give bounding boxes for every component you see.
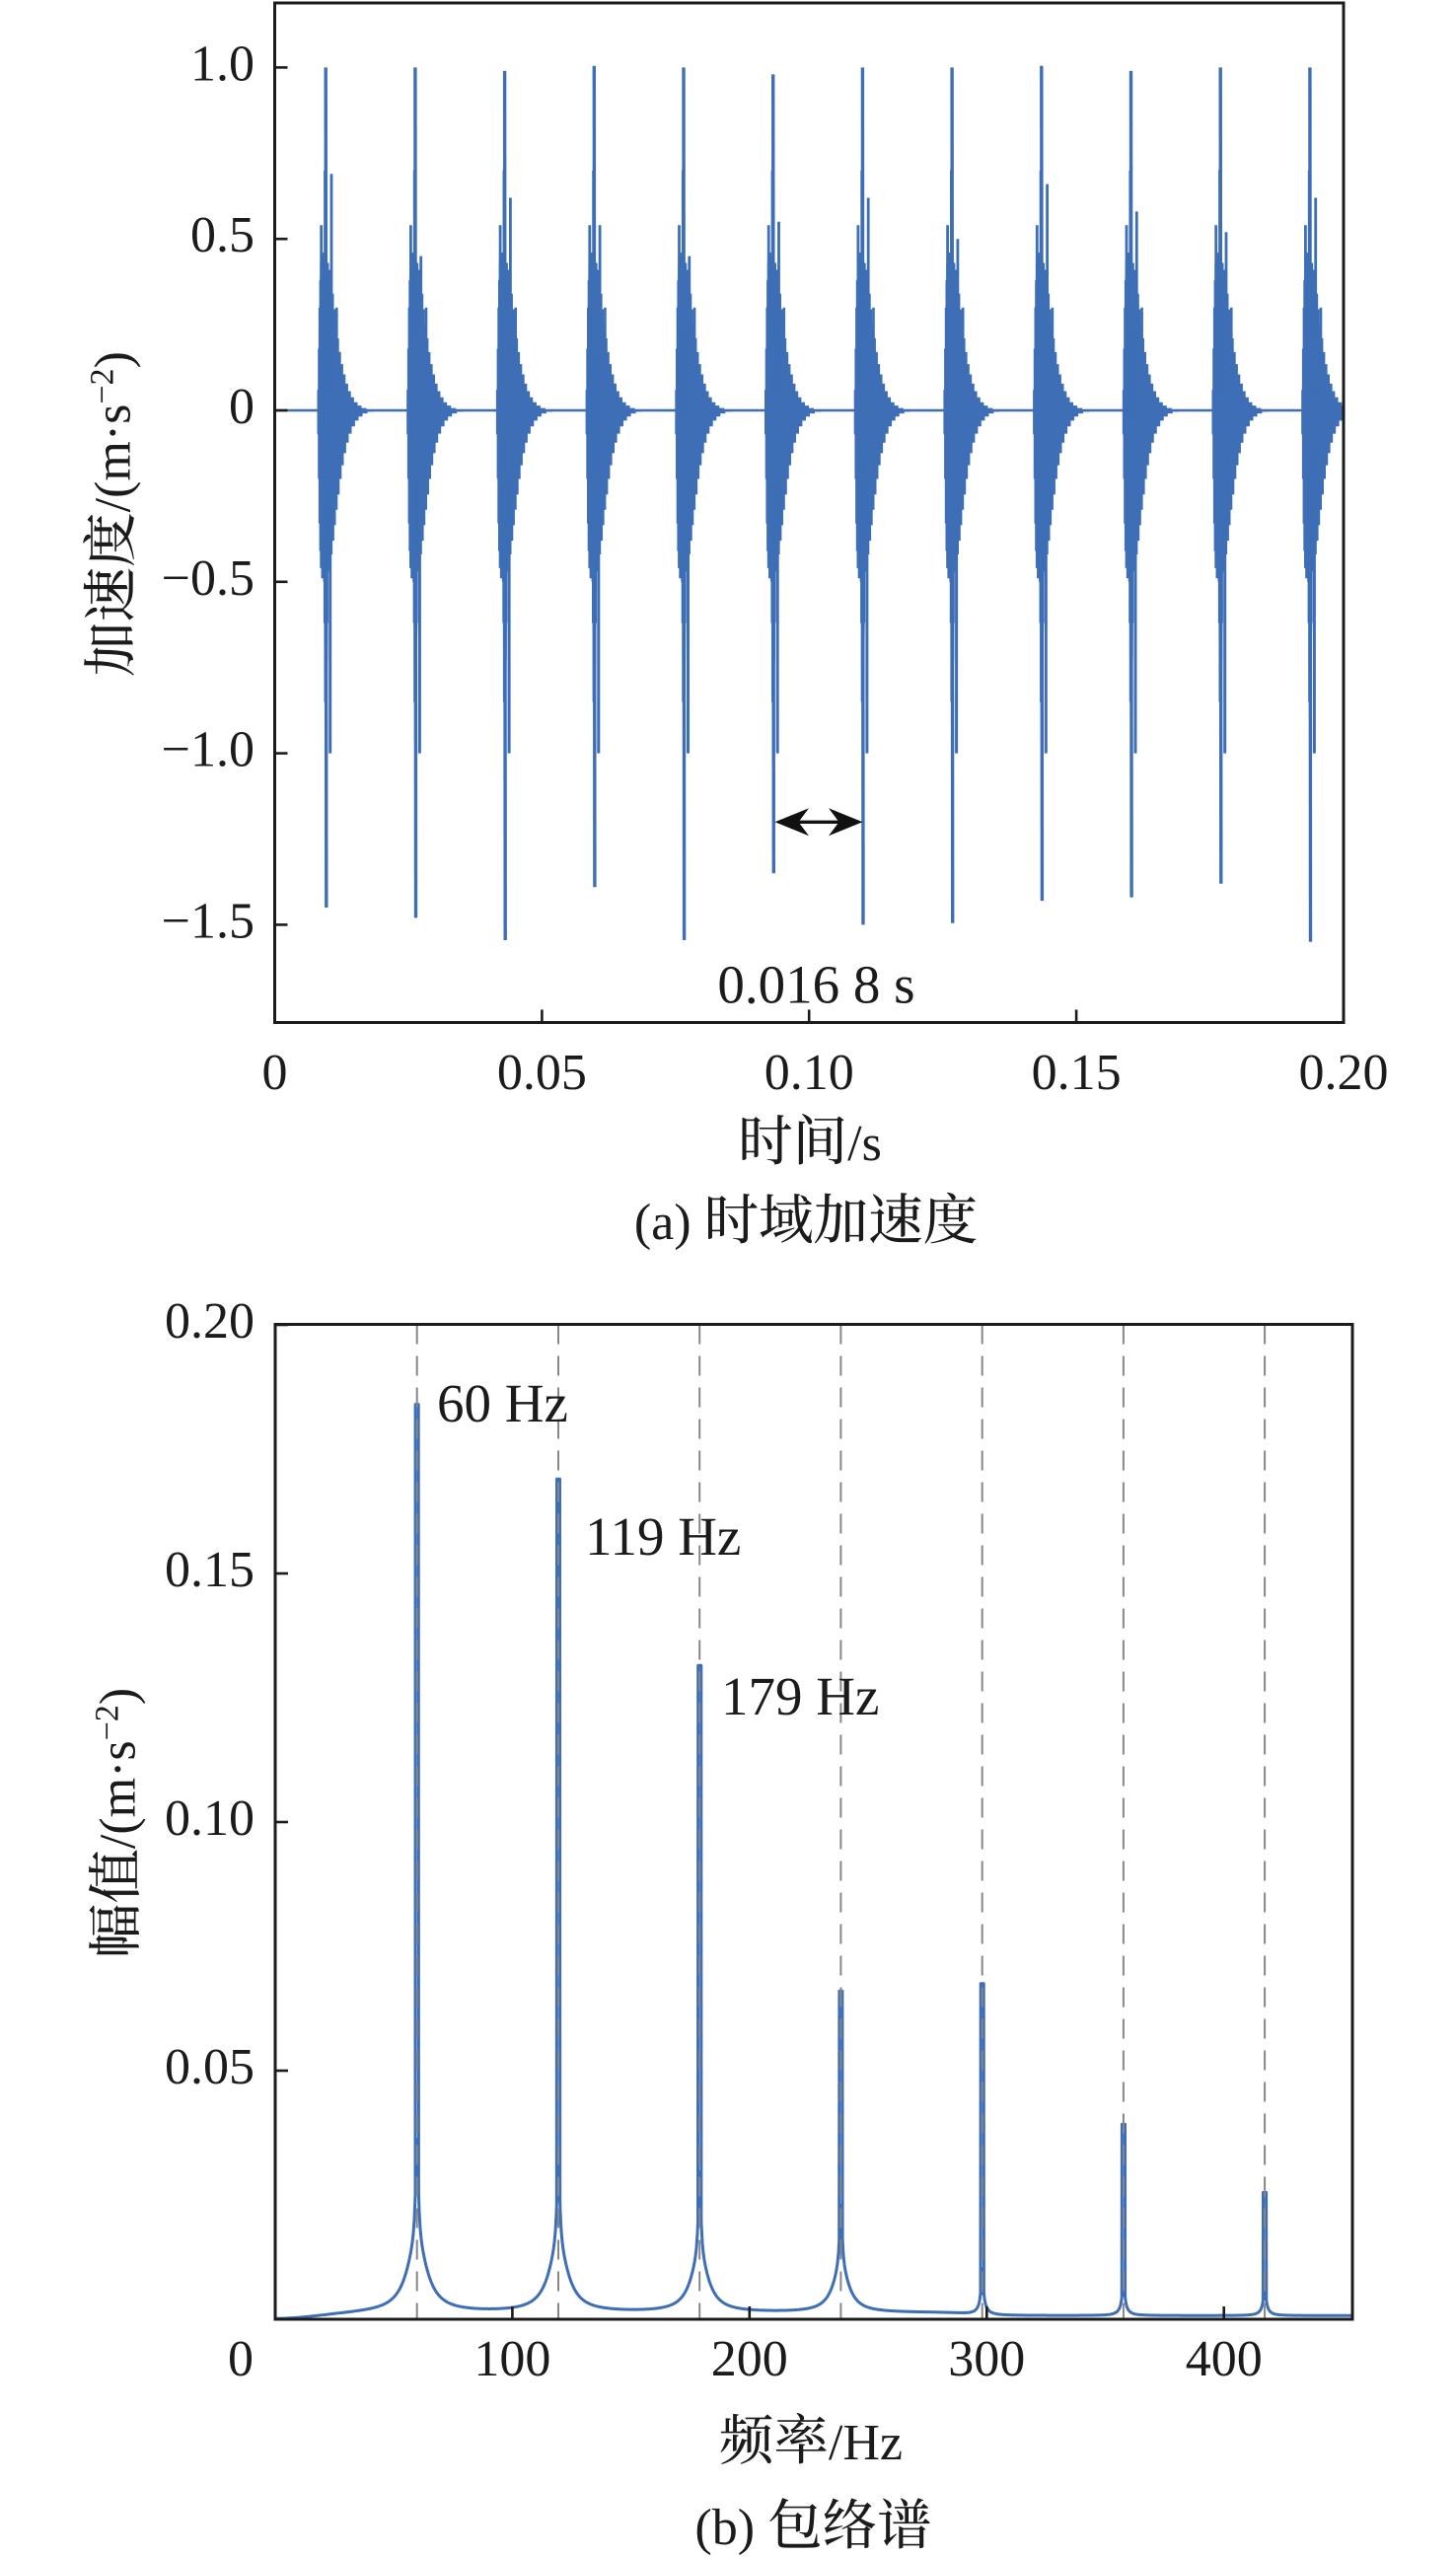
svg-text:−0.5: −0.5	[162, 550, 255, 607]
svg-text:0: 0	[229, 379, 255, 435]
svg-text:0.5: 0.5	[190, 207, 255, 263]
svg-text:0.05: 0.05	[497, 1045, 587, 1101]
svg-text:100: 100	[473, 2331, 550, 2387]
svg-text:179 Hz: 179 Hz	[721, 1666, 879, 1726]
svg-text:60 Hz: 60 Hz	[437, 1373, 568, 1433]
svg-text:0.05: 0.05	[165, 2039, 255, 2095]
svg-text:119 Hz: 119 Hz	[585, 1506, 741, 1567]
svg-text:0.10: 0.10	[764, 1045, 854, 1101]
svg-text:200: 200	[711, 2331, 788, 2387]
svg-text:0.016 8 s: 0.016 8 s	[717, 955, 914, 1015]
svg-text:0.15: 0.15	[165, 1542, 255, 1598]
svg-text:300: 300	[948, 2331, 1025, 2387]
svg-text:0: 0	[262, 1045, 288, 1101]
svg-text:−1.5: −1.5	[162, 893, 255, 949]
svg-text:400: 400	[1186, 2331, 1263, 2387]
svg-text:0.10: 0.10	[165, 1790, 255, 1847]
svg-text:0.20: 0.20	[165, 1293, 255, 1350]
svg-text:0: 0	[228, 2331, 254, 2387]
svg-text:0.20: 0.20	[1299, 1045, 1389, 1101]
svg-text:1.0: 1.0	[190, 36, 255, 92]
svg-text:−1.0: −1.0	[162, 722, 255, 778]
svg-text:0.15: 0.15	[1032, 1045, 1122, 1101]
